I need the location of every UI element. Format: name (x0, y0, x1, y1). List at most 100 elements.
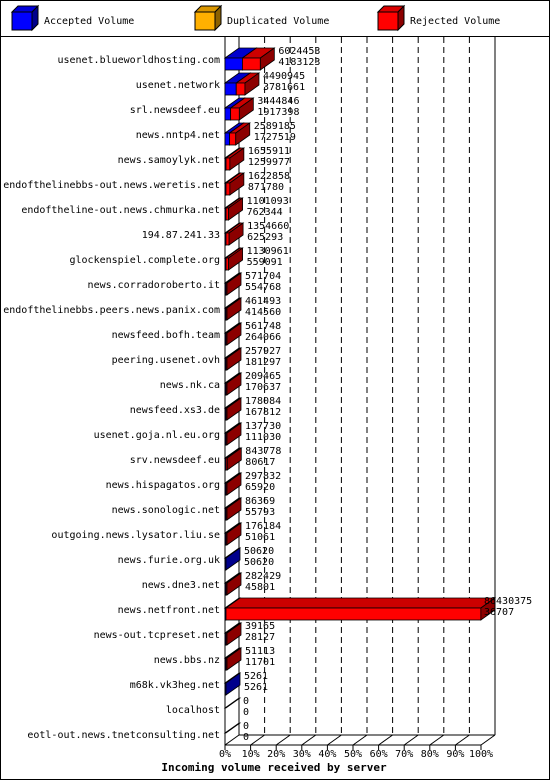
bar-row (223, 372, 243, 396)
server-label: localhost (166, 705, 220, 716)
rejected-bar-side (238, 97, 254, 121)
x-tick-label: 70% (395, 749, 413, 760)
rejected-bar (224, 422, 243, 446)
server-label: srv.newsdeef.eu (130, 455, 220, 466)
rejected-bar (224, 572, 243, 596)
accepted-bar-front (224, 82, 237, 96)
rejected-bar (224, 322, 243, 346)
total-volume-label: 50620 (244, 546, 274, 557)
rejected-bar (224, 497, 243, 521)
legend-item: Accepted Volume (10, 4, 134, 32)
bar-row (223, 447, 243, 471)
server-label: eotl-out.news.tnetconsulting.net (27, 730, 220, 741)
rejected-bar-front (235, 82, 246, 96)
rejected-bar (224, 372, 243, 396)
bar-row (223, 97, 255, 121)
rejected-bar-side (226, 297, 242, 321)
floor-depth-line (429, 734, 445, 746)
total-volume-label: 257927 (245, 346, 281, 357)
legend-label: Rejected Volume (410, 16, 500, 27)
rejected-bar (224, 597, 497, 621)
rejected-bar-side (226, 647, 242, 671)
x-tick-label: 80% (421, 749, 439, 760)
x-tick-label: 100% (469, 749, 493, 760)
legend-swatch (11, 11, 33, 31)
server-label: news.furie.org.uk (118, 555, 220, 566)
rejected-bar-side (480, 597, 496, 621)
rejected-bar-front (225, 232, 230, 246)
total-volume-label: 461493 (245, 296, 281, 307)
bar-row (223, 672, 242, 696)
total-volume-label: 1622858 (248, 171, 290, 182)
bar-row (223, 647, 243, 671)
legend-item: Rejected Volume (376, 4, 500, 32)
rejected-bar (224, 647, 243, 671)
server-label: news.hispagatos.org (106, 480, 220, 491)
x-tick-label: 10% (242, 749, 260, 760)
server-label: m68k.vk3heg.net (130, 680, 220, 691)
rejected-bar-side (226, 372, 242, 396)
rejected-bar-top (224, 597, 497, 609)
floor-depth-line (275, 734, 291, 746)
server-label: news.netfront.net (118, 605, 220, 616)
accepted-volume-label: 65920 (245, 482, 275, 493)
server-label: usenet.blueworldhosting.com (57, 55, 220, 66)
server-label: glockenspiel.complete.org (69, 255, 220, 266)
bar-row (223, 697, 242, 709)
server-label: peering.usenet.ovh (112, 355, 220, 366)
accepted-bar-side (225, 547, 241, 571)
bar-row (223, 472, 243, 496)
accepted-bar (223, 547, 242, 571)
server-labels: usenet.blueworldhosting.com usenet.networ… (3, 55, 220, 741)
legend-label: Accepted Volume (44, 16, 134, 27)
rejected-bar (228, 122, 252, 146)
total-volume-label: 1354660 (247, 221, 289, 232)
legend-label: Duplicated Volume (227, 16, 329, 27)
rejected-bar-front (229, 132, 237, 146)
accepted-volume-label: 55793 (245, 507, 275, 518)
rejected-bar-front (230, 107, 240, 121)
rejected-bar-side (229, 147, 245, 171)
accepted-bar (223, 672, 242, 696)
bar-row (223, 622, 243, 646)
server-label: srl.newsdeef.eu (130, 105, 220, 116)
server-label: outgoing.news.lysator.liu.se (51, 530, 220, 541)
bar-row (223, 522, 243, 546)
legend-item: Duplicated Volume (193, 4, 329, 32)
accepted-volume-label: 3781661 (263, 82, 305, 93)
floor-depth-line (250, 734, 265, 746)
rejected-bar (224, 147, 246, 171)
accepted-volume-label: 80617 (245, 457, 275, 468)
rejected-bar-side (226, 347, 242, 371)
accepted-volume-label: 0 (243, 732, 249, 743)
legend-swatch (194, 11, 216, 31)
bar-row (223, 322, 243, 346)
total-volume-label: 282429 (245, 571, 281, 582)
server-label: news.nntp4.net (136, 130, 220, 141)
bar-row (223, 397, 243, 421)
accepted-volume-label: 170637 (245, 382, 281, 393)
bar-row (223, 197, 244, 221)
total-volume-label: 6024453 (278, 46, 320, 57)
rejected-bar-side (228, 247, 243, 271)
x-tick-label: 0% (219, 749, 231, 760)
bar-row (223, 547, 242, 571)
floor-depth-line (352, 734, 368, 746)
rejected-bar-side (226, 422, 242, 446)
total-volume-label: 1130961 (247, 246, 289, 257)
bar-row (223, 572, 243, 596)
bar-row (223, 272, 243, 296)
server-label: news.dne3.net (142, 580, 220, 591)
bar-row (223, 72, 261, 96)
rejected-bar-side (226, 272, 242, 296)
rejected-bar (224, 522, 243, 546)
total-volume-label: 571704 (245, 271, 281, 282)
total-volume-label: 0 (243, 696, 249, 707)
rejected-bar-side (259, 47, 275, 71)
rejected-bar (224, 297, 243, 321)
accepted-volume-label: 1917398 (257, 107, 299, 118)
server-label: news.sonologic.net (112, 505, 220, 516)
x-axis-title: Incoming volume received by server (161, 761, 387, 774)
total-volume-label: 0 (243, 721, 249, 732)
